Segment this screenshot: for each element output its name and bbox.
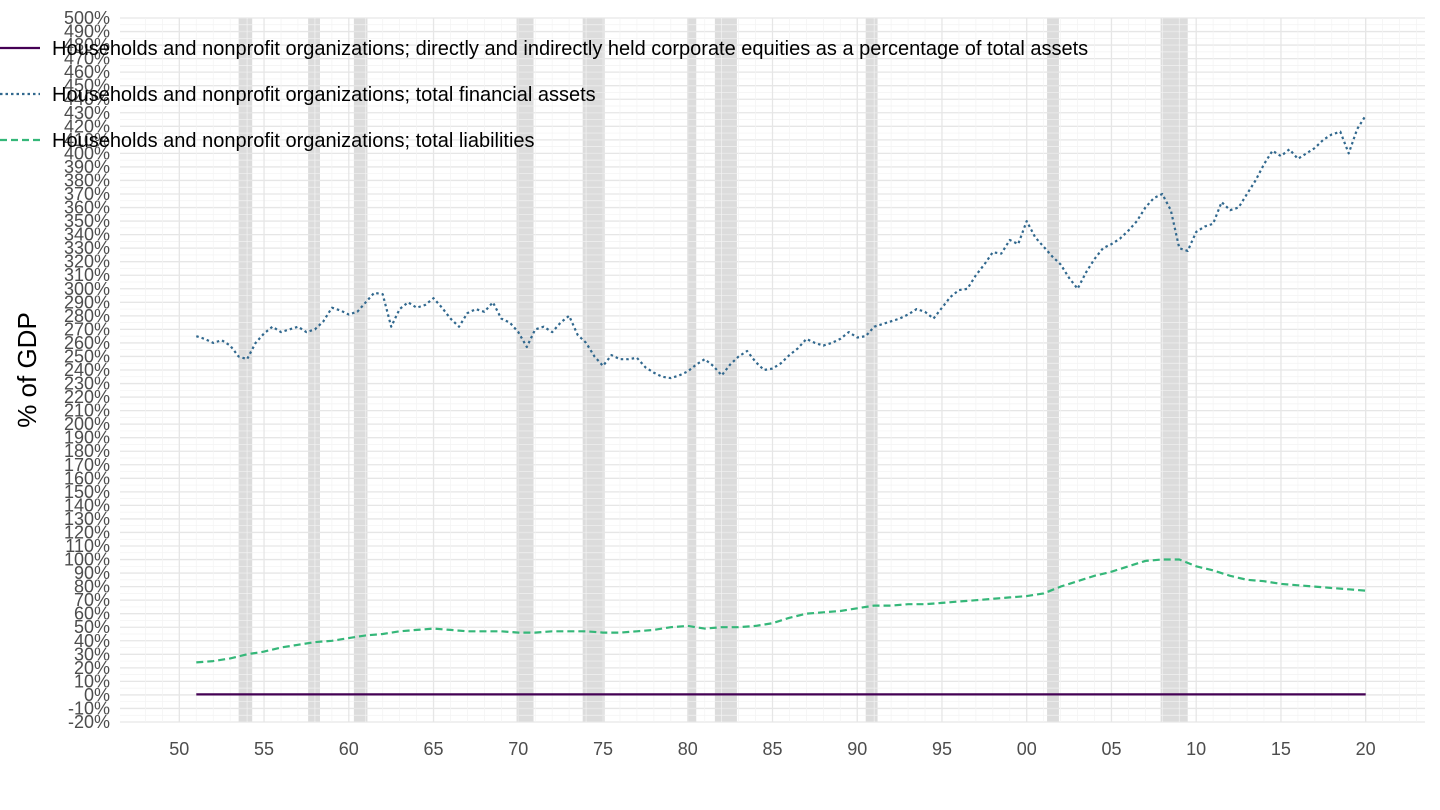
legend-label-2: Households and nonprofit organizations; … [52,84,596,106]
y-tick-label: 70% [74,590,110,610]
y-axis-label: % of GDP [12,312,42,428]
y-tick-label: 410% [64,130,110,150]
x-tick-label: 65 [424,739,444,759]
y-tick-label: 260% [64,333,110,353]
y-tick-label: 280% [64,306,110,326]
x-tick-label: 60 [339,739,359,759]
y-tick-label: 30% [74,644,110,664]
y-tick-label: 290% [64,292,110,312]
x-tick-label: 00 [1017,739,1037,759]
x-tick-label: 10 [1186,739,1206,759]
y-axis-ticks: -20%-10%0%10%20%30%40%50%60%70%80%90%100… [64,8,110,732]
grid [120,17,1425,723]
y-tick-label: 330% [64,238,110,258]
y-tick-label: 360% [64,198,110,218]
x-axis-ticks: 50 55 60 65 70 75 80 85 90 95 00 05 10 15 20 [169,739,1375,759]
y-tick-label: 340% [64,225,110,245]
y-tick-label: 90% [74,563,110,583]
x-tick-label: 15 [1271,739,1291,759]
x-tick-label: 90 [847,739,867,759]
x-tick-label: 05 [1101,739,1121,759]
x-tick-label: 95 [932,739,952,759]
x-tick-label: 20 [1356,739,1376,759]
legend: Households and nonprofit organizations; … [0,38,1088,152]
x-tick-label: 85 [762,739,782,759]
y-tick-label: 490% [64,22,110,42]
y-tick-label: 150% [64,482,110,502]
y-tick-label: 80% [74,577,110,597]
y-tick-label: 400% [64,143,110,163]
y-tick-label: 170% [64,455,110,475]
series-line-3 [196,558,1366,664]
y-tick-label: 110% [65,536,110,556]
y-tick-label: -10% [68,698,110,718]
y-tick-label: 350% [64,211,110,231]
y-tick-label: 450% [64,76,110,96]
y-tick-label: 310% [64,265,110,285]
y-tick-label: -20% [68,712,110,732]
series-lines [195,114,1367,696]
y-tick-label: 470% [64,49,110,69]
y-tick-label: 240% [64,360,110,380]
y-tick-label: 220% [64,387,110,407]
legend-label-3: Households and nonprofit organizations; … [52,130,535,152]
x-tick-label: 70 [508,739,528,759]
y-tick-label: 100% [64,550,110,570]
y-tick-label: 270% [64,319,110,339]
legend-label-1: Households and nonprofit organizations; … [52,38,1088,60]
x-tick-label: 50 [169,739,189,759]
y-tick-label: 320% [64,252,110,272]
series-line-2 [195,114,1367,380]
y-tick-label: 460% [64,62,110,82]
y-tick-label: 120% [64,522,110,542]
y-tick-label: 380% [64,170,110,190]
x-tick-label: 75 [593,739,613,759]
y-tick-label: 160% [64,468,110,488]
y-tick-label: 250% [64,346,110,366]
x-tick-label: 80 [678,739,698,759]
y-tick-label: 20% [74,658,110,678]
y-tick-label: 230% [64,374,110,394]
y-tick-label: 50% [74,617,110,637]
y-tick-label: 440% [64,89,110,109]
y-tick-label: 500% [64,8,110,28]
y-tick-label: 180% [64,441,110,461]
y-tick-label: 190% [64,428,110,448]
y-tick-label: 300% [64,279,110,299]
y-tick-label: 200% [64,414,110,434]
y-tick-label: 390% [64,157,110,177]
y-tick-label: 420% [64,116,110,136]
y-tick-label: 60% [74,604,110,624]
y-tick-label: 140% [64,495,110,515]
y-tick-label: 0% [84,685,110,705]
y-tick-label: 10% [74,671,110,691]
y-tick-label: 130% [64,509,110,529]
y-tick-label: 430% [64,103,110,123]
y-tick-label: 370% [64,184,110,204]
y-tick-label: 480% [64,35,110,55]
x-tick-label: 55 [254,739,274,759]
y-tick-label: 40% [74,631,110,651]
y-tick-label: 210% [64,401,110,421]
